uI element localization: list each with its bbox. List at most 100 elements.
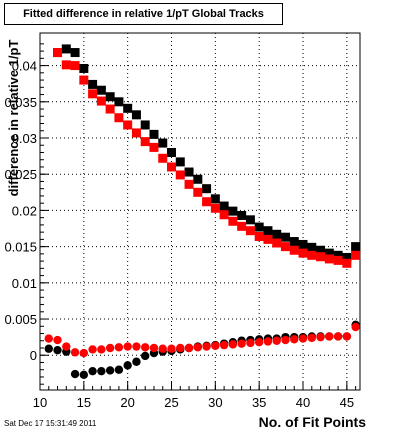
data-point-circle <box>246 338 255 348</box>
y-tick-label: 0.035 <box>4 95 37 110</box>
data-point-square <box>131 110 141 120</box>
data-point-square <box>131 128 141 138</box>
data-point-circle <box>114 365 124 374</box>
data-point-square <box>333 255 343 265</box>
data-point-circle <box>114 343 124 352</box>
data-point-square <box>280 232 290 242</box>
x-axis-label: No. of Fit Points <box>259 414 367 430</box>
data-point-circle <box>141 343 150 352</box>
data-point-circle <box>79 348 89 358</box>
data-point-square <box>298 239 308 249</box>
x-tick-label: 15 <box>77 395 91 410</box>
data-point-square <box>193 174 203 184</box>
data-point-circle <box>325 332 334 341</box>
data-point-circle <box>316 332 325 342</box>
data-point-circle <box>132 357 141 366</box>
data-point-square <box>280 242 290 252</box>
data-point-circle <box>333 332 343 341</box>
data-point-circle <box>132 342 141 351</box>
data-point-circle <box>272 336 281 345</box>
data-point-square <box>79 75 89 85</box>
y-tick-label: 0.005 <box>4 312 37 327</box>
data-point-square <box>70 61 80 71</box>
data-point-square <box>184 179 194 189</box>
data-point-circle <box>237 339 246 348</box>
data-point-square <box>307 250 317 260</box>
data-point-square <box>289 245 299 255</box>
data-point-circle <box>149 343 159 353</box>
data-point-circle <box>97 366 106 376</box>
data-point-square <box>254 222 264 232</box>
data-point-square <box>298 248 308 258</box>
data-point-square <box>263 226 273 236</box>
data-point-circle <box>228 340 238 349</box>
data-point-circle <box>298 334 308 343</box>
data-point-square <box>219 210 229 220</box>
x-tick-label: 45 <box>340 395 354 410</box>
data-point-square <box>184 167 194 177</box>
data-point-square <box>88 89 98 99</box>
data-point-square <box>114 113 124 123</box>
data-point-square <box>289 237 299 247</box>
data-point-square <box>53 48 63 58</box>
data-point-square <box>272 238 282 248</box>
data-point-square <box>202 197 212 207</box>
data-point-square <box>333 250 343 260</box>
data-point-circle <box>263 337 273 346</box>
axis-ticks: 10 15 20 25 30 35 40 45 0 0.005 0.01 0.015 0.02 0.025… <box>4 43 357 410</box>
data-point-square <box>140 120 150 130</box>
data-point-square <box>351 242 361 252</box>
data-point-circle <box>105 366 115 375</box>
data-point-square <box>228 216 238 226</box>
y-tick-label: 0 <box>30 348 37 363</box>
data-point-square <box>263 234 273 244</box>
data-point-circle <box>141 351 150 361</box>
data-point-square <box>254 231 264 241</box>
data-point-circle <box>202 342 211 351</box>
data-point-circle <box>88 366 97 376</box>
data-point-square <box>193 187 203 197</box>
data-points <box>44 44 361 379</box>
data-point-circle <box>70 348 80 357</box>
grid <box>39 33 360 390</box>
data-point-square <box>105 104 115 114</box>
data-point-square <box>158 138 168 148</box>
data-point-circle <box>79 370 89 379</box>
chart-title: Fitted difference in relative 1/pT Globa… <box>4 3 283 25</box>
y-axis-label: difference in relative 1/pT <box>6 40 21 197</box>
data-point-circle <box>53 345 62 355</box>
data-point-circle <box>70 369 80 379</box>
data-point-circle <box>105 343 115 353</box>
data-point-square <box>175 170 185 180</box>
y-tick-label: 0.015 <box>4 240 37 255</box>
data-point-circle <box>211 341 220 351</box>
data-point-square <box>324 248 334 258</box>
data-point-square <box>342 258 352 268</box>
data-point-square <box>316 245 326 255</box>
data-point-square <box>210 203 220 213</box>
data-point-square <box>61 44 71 54</box>
y-tick-label: 0.025 <box>4 167 37 182</box>
data-point-square <box>272 229 282 239</box>
data-point-square <box>149 142 159 152</box>
data-point-square <box>123 120 133 130</box>
data-point-square <box>149 129 159 139</box>
data-point-square <box>158 153 168 163</box>
x-tick-label: 30 <box>208 395 222 410</box>
data-point-circle <box>307 333 316 343</box>
data-point-square <box>167 147 177 157</box>
data-point-square <box>167 162 177 172</box>
data-point-square <box>88 79 98 89</box>
data-point-square <box>105 92 115 102</box>
data-point-square <box>245 215 255 225</box>
data-point-circle <box>254 338 264 347</box>
data-point-circle <box>62 342 71 351</box>
data-point-square <box>245 226 255 236</box>
data-point-circle <box>351 322 360 332</box>
y-tick-label: 0.02 <box>12 203 37 218</box>
data-point-square <box>228 206 238 216</box>
data-point-square <box>175 157 185 167</box>
data-point-square <box>342 252 352 262</box>
x-tick-label: 40 <box>296 395 310 410</box>
